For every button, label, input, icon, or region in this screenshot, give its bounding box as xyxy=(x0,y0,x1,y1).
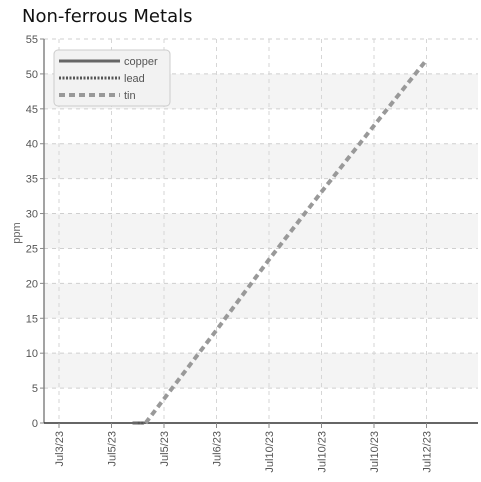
y-tick-label: 45 xyxy=(26,104,38,116)
y-tick-label: 10 xyxy=(26,348,38,360)
x-tick-label: Jul10/23 xyxy=(264,431,276,473)
x-axis-ticks: Jul3/23 Jul5/23 Jul5/23 Jul6/23 Jul10/23 Jul1… xyxy=(54,423,434,473)
y-tick-label: 50 xyxy=(26,69,38,81)
grid-band xyxy=(44,283,478,319)
y-tick-label: 35 xyxy=(26,174,38,186)
y-tick-label: 55 xyxy=(26,34,38,46)
x-tick-label: Jul10/23 xyxy=(369,431,381,473)
alternating-bands xyxy=(44,73,478,389)
x-tick-label: Jul10/23 xyxy=(317,431,329,473)
x-tick-label: Jul5/23 xyxy=(107,431,119,466)
legend-label-tin: tin xyxy=(124,90,136,102)
axes xyxy=(43,39,478,424)
legend: copper lead tin xyxy=(53,49,171,107)
x-tick-label: Jul12/23 xyxy=(422,431,434,473)
y-tick-label: 15 xyxy=(26,313,38,325)
grid-band xyxy=(44,213,478,249)
y-axis-label: ppm xyxy=(11,222,23,243)
series-lines xyxy=(132,58,429,425)
y-axis-ticks: 0 5 10 15 20 25 30 35 40 45 50 55 xyxy=(26,34,44,430)
grid-band xyxy=(44,143,478,179)
legend-label-lead: lead xyxy=(124,73,145,85)
y-tick-label: 0 xyxy=(32,418,38,430)
y-tick-label: 25 xyxy=(26,243,38,255)
grid-band xyxy=(44,353,478,389)
y-tick-label: 30 xyxy=(26,209,38,221)
y-tick-label: 20 xyxy=(26,278,38,290)
x-tick-label: Jul6/23 xyxy=(212,431,224,466)
legend-label-copper: copper xyxy=(124,56,158,68)
y-tick-label: 40 xyxy=(26,139,38,151)
chart-title: Non-ferrous Metals xyxy=(22,6,193,27)
x-tick-label: Jul3/23 xyxy=(54,431,66,466)
x-tick-label: Jul5/23 xyxy=(159,431,171,466)
y-tick-label: 5 xyxy=(32,383,38,395)
